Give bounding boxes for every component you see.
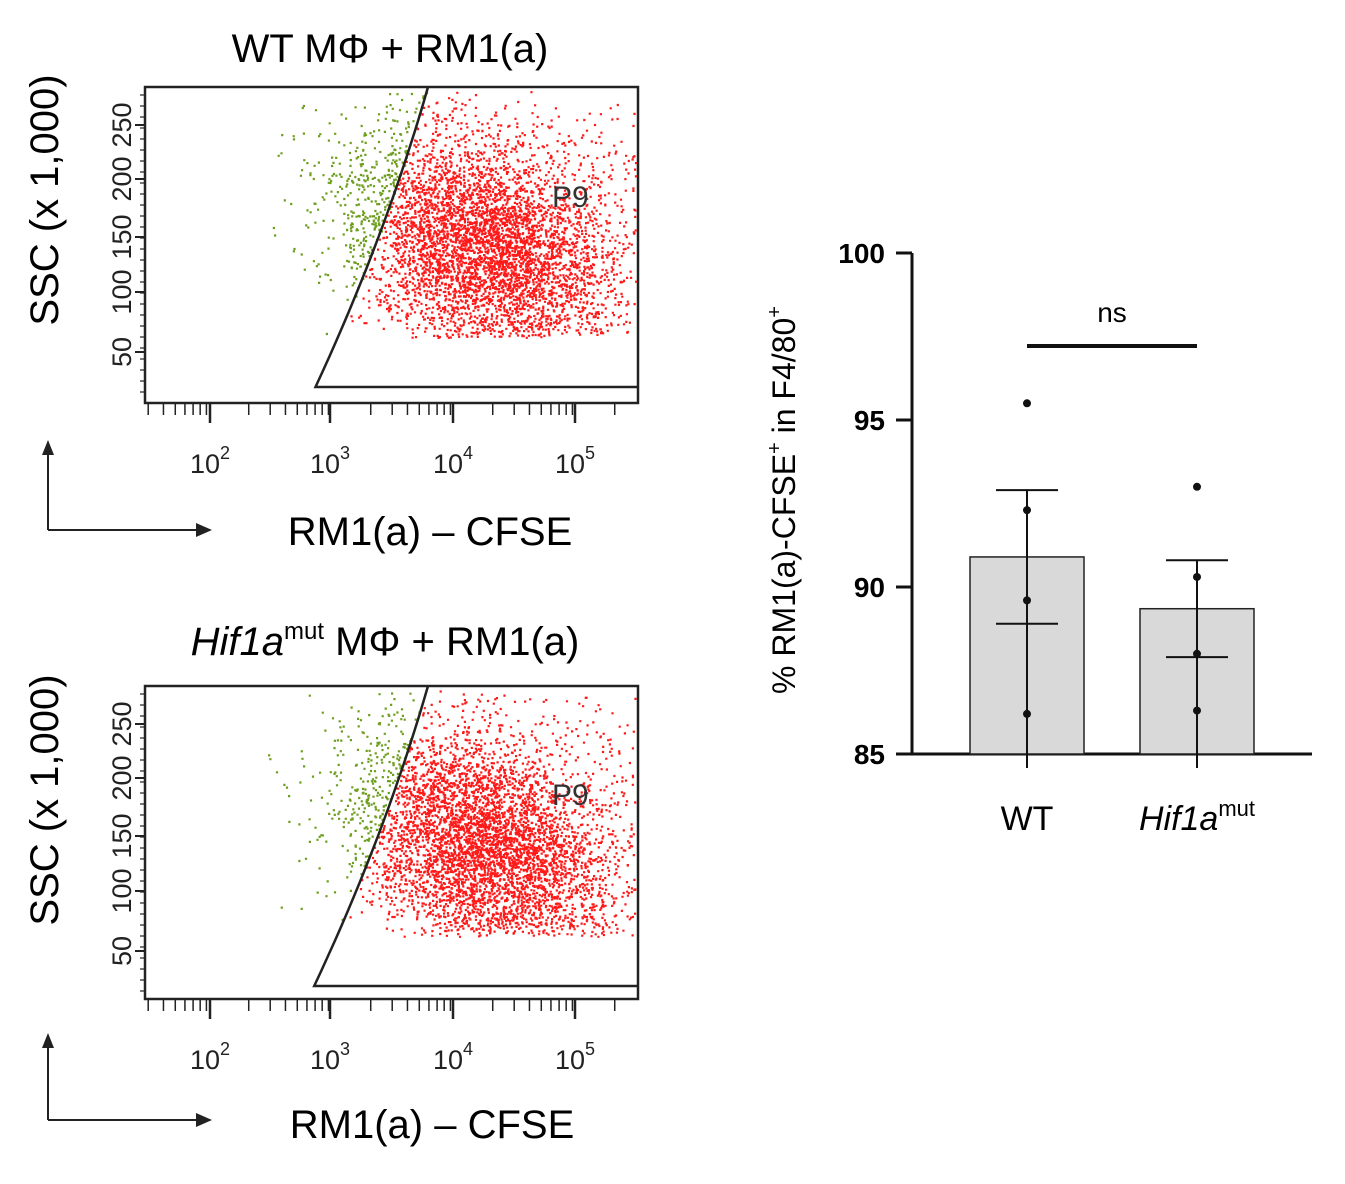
xtick-label: 105: [555, 1039, 595, 1075]
ytick-label: 100: [107, 868, 137, 913]
xtick-label: 103: [310, 443, 350, 479]
xtick-label: 102: [190, 1039, 230, 1075]
ytick-label: 50: [107, 337, 137, 367]
gate-label-wt: P9: [552, 181, 589, 214]
gated-events: [350, 91, 638, 339]
flow-ylabel-hif1amut: SSC (x 1,000): [23, 674, 67, 925]
flow-xticks-hif1amut: 102 103 104 105: [147, 999, 616, 1075]
bar-marks: [969, 399, 1255, 768]
ytick-label: 200: [107, 755, 137, 800]
flow-scatter-hif1amut: [268, 690, 637, 938]
bar-ytick-label: 85: [854, 739, 885, 770]
bar-category-labels: WT Hif1amut: [1001, 796, 1255, 838]
flow-yticks-hif1amut: 50 100 150 200 250: [107, 693, 145, 992]
bar-yticks: 85 90 95 100: [838, 238, 912, 770]
flow-panel-hif1amut: Hif1amut MΦ + RM1(a) P9 50 100 150 200 250 S…: [23, 618, 640, 1147]
significance-annotation: ns: [1027, 297, 1197, 348]
data-point: [1193, 706, 1201, 715]
flow-yticks-wt: 50 100 150 200 250: [107, 94, 145, 393]
bar-ytick-label: 90: [854, 572, 885, 603]
category-label-1: Hif1amut: [1139, 796, 1255, 838]
data-point: [1193, 482, 1201, 491]
flow-scatter-wt: [272, 90, 638, 339]
xtick-label: 104: [433, 1039, 473, 1075]
bar-ylabel: % RM1(a)-CFSE+ in F4/80+: [764, 306, 802, 694]
data-point: [1193, 572, 1201, 581]
ytick-label: 150: [107, 214, 137, 259]
xtick-label: 102: [190, 443, 230, 479]
flow-panel-wt: WT MΦ + RM1(a) P9 50 100 150 200 250 SSC (x …: [23, 27, 640, 554]
gate-boundary: [312, 685, 638, 988]
axis-arrows-hif1amut: [42, 1033, 212, 1127]
flow-title-hif1amut: Hif1amut MΦ + RM1(a): [191, 618, 580, 664]
ytick-label: 150: [107, 813, 137, 858]
ytick-label: 100: [107, 269, 137, 314]
ytick-label: 250: [107, 102, 137, 147]
data-point: [1023, 596, 1031, 605]
gate-label-hif1amut: P9: [552, 779, 589, 812]
ungated-events: [268, 692, 421, 921]
bar-ytick-label: 100: [838, 238, 885, 269]
flow-ylabel-wt: SSC (x 1,000): [23, 74, 67, 325]
flow-xlabel-hif1amut: RM1(a) – CFSE: [290, 1103, 575, 1147]
ytick-label: 250: [107, 701, 137, 746]
gated-events: [349, 690, 637, 938]
ytick-label: 50: [107, 936, 137, 966]
gate-p9-hif1amut: [312, 685, 638, 988]
bar-chart: 85 90 95 100 % RM1(a)-CFSE+ in F4/80+ WT Hif…: [764, 238, 1312, 838]
xtick-label: 103: [310, 1039, 350, 1075]
bar-ytick-label: 95: [854, 405, 885, 436]
gate-boundary: [313, 86, 638, 389]
data-point: [1023, 506, 1031, 515]
axis-arrows-wt: [42, 440, 212, 537]
data-point: [1023, 709, 1031, 718]
significance-label: ns: [1097, 297, 1127, 328]
flow-title-wt: WT MΦ + RM1(a): [232, 27, 549, 71]
data-point: [1193, 649, 1201, 658]
category-label-0: WT: [1001, 800, 1054, 838]
gate-p9-wt: [313, 86, 638, 389]
data-point: [1023, 399, 1031, 408]
xtick-label: 105: [555, 443, 595, 479]
ytick-label: 200: [107, 156, 137, 201]
flow-xticks-wt: 102 103 104 105: [147, 403, 616, 479]
xtick-label: 104: [433, 443, 473, 479]
flow-xlabel-wt: RM1(a) – CFSE: [288, 510, 573, 554]
